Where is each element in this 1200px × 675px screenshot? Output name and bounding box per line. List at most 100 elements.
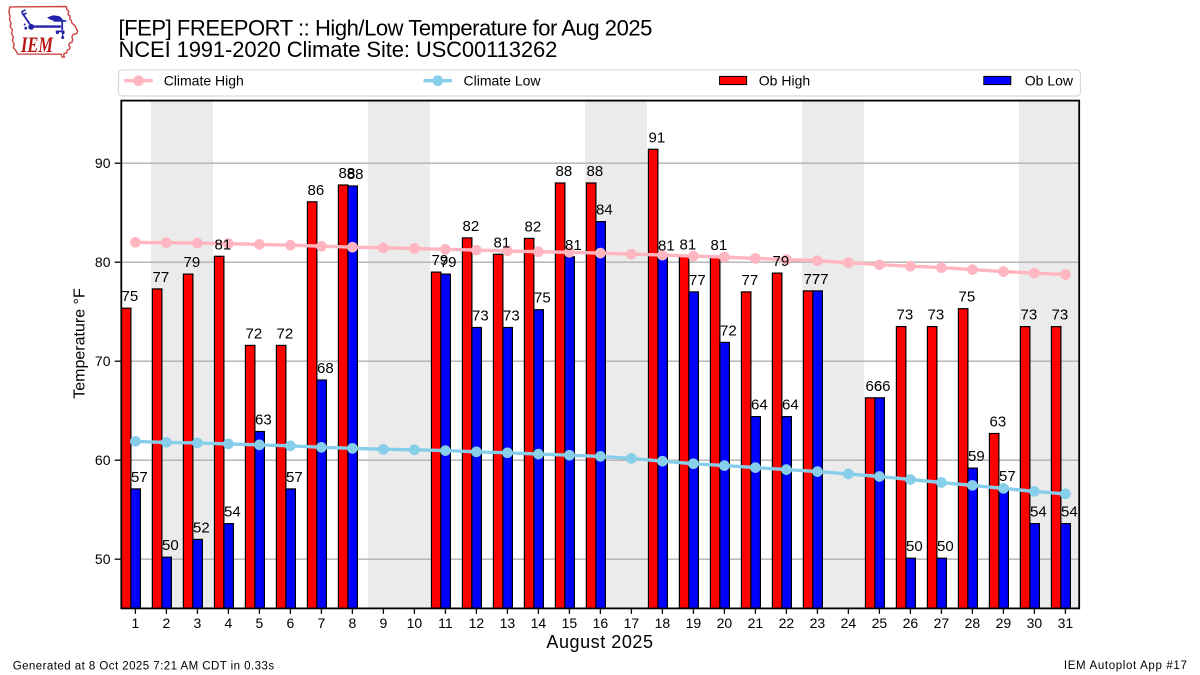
svg-text:Ob Low: Ob Low [1025, 73, 1074, 89]
svg-text:73: 73 [928, 307, 945, 324]
svg-text:11: 11 [438, 615, 453, 631]
svg-text:73: 73 [472, 308, 489, 325]
svg-text:72: 72 [246, 325, 263, 342]
svg-text:66: 66 [874, 378, 891, 395]
svg-text:54: 54 [1061, 504, 1078, 521]
svg-text:68: 68 [317, 360, 334, 377]
svg-text:21: 21 [748, 615, 764, 631]
svg-text:77: 77 [804, 271, 821, 288]
svg-text:81: 81 [680, 236, 697, 253]
svg-text:57: 57 [131, 469, 148, 486]
svg-text:54: 54 [1030, 504, 1047, 521]
svg-text:81: 81 [494, 234, 511, 251]
svg-text:77: 77 [689, 272, 706, 289]
svg-text:16: 16 [593, 615, 609, 631]
svg-text:84: 84 [596, 202, 613, 219]
svg-text:24: 24 [841, 615, 857, 631]
svg-text:Climate High: Climate High [164, 73, 244, 89]
svg-text:81: 81 [215, 236, 232, 253]
svg-text:75: 75 [959, 289, 976, 306]
svg-text:73: 73 [503, 308, 520, 325]
svg-text:88: 88 [587, 163, 604, 180]
svg-text:13: 13 [500, 615, 516, 631]
svg-text:19: 19 [686, 615, 702, 631]
svg-text:57: 57 [286, 469, 303, 486]
svg-text:63: 63 [255, 412, 272, 429]
svg-text:86: 86 [308, 182, 325, 199]
svg-text:70: 70 [95, 353, 111, 369]
svg-text:79: 79 [440, 254, 457, 271]
svg-text:23: 23 [810, 615, 826, 631]
svg-text:NCEI 1991-2020 Climate Site: U: NCEI 1991-2020 Climate Site: USC00113262 [119, 37, 558, 62]
svg-text:18: 18 [655, 615, 671, 631]
svg-text:77: 77 [742, 272, 759, 289]
svg-text:7: 7 [318, 615, 326, 631]
svg-text:64: 64 [751, 397, 768, 414]
svg-text:81: 81 [711, 237, 728, 254]
svg-text:[FEP] FREEPORT :: High/Low Tem: [FEP] FREEPORT :: High/Low Temperature f… [119, 15, 653, 40]
svg-text:66: 66 [866, 378, 883, 395]
svg-text:29: 29 [996, 615, 1012, 631]
svg-text:63: 63 [990, 414, 1007, 431]
svg-text:30: 30 [1027, 615, 1043, 631]
svg-text:3: 3 [194, 615, 202, 631]
svg-text:4: 4 [225, 615, 233, 631]
svg-text:82: 82 [463, 218, 480, 235]
svg-text:25: 25 [872, 615, 888, 631]
svg-text:50: 50 [162, 537, 179, 554]
svg-text:6: 6 [287, 615, 295, 631]
svg-text:60: 60 [95, 452, 111, 468]
svg-text:77: 77 [153, 269, 170, 286]
svg-text:1: 1 [132, 615, 140, 631]
svg-text:Generated at 8 Oct 2025 7:21 A: Generated at 8 Oct 2025 7:21 AM CDT in 0… [13, 661, 275, 673]
svg-text:50: 50 [906, 538, 923, 555]
svg-text:10: 10 [407, 615, 423, 631]
svg-text:77: 77 [812, 271, 829, 288]
svg-text:IEM Autoplot App #17: IEM Autoplot App #17 [1064, 660, 1188, 672]
svg-text:64: 64 [782, 397, 799, 414]
svg-text:2: 2 [163, 615, 171, 631]
svg-text:20: 20 [717, 615, 733, 631]
svg-text:59: 59 [968, 448, 985, 465]
svg-text:80: 80 [95, 254, 111, 270]
svg-text:57: 57 [999, 468, 1016, 485]
svg-text:90: 90 [95, 155, 111, 171]
svg-text:15: 15 [562, 615, 578, 631]
svg-text:73: 73 [1052, 307, 1069, 324]
svg-text:50: 50 [95, 551, 111, 567]
svg-text:88: 88 [339, 165, 356, 182]
svg-text:9: 9 [380, 615, 388, 631]
svg-text:Climate Low: Climate Low [464, 73, 542, 89]
svg-text:73: 73 [897, 307, 914, 324]
svg-text:91: 91 [649, 129, 666, 146]
svg-text:79: 79 [432, 252, 449, 269]
svg-text:79: 79 [184, 254, 201, 271]
svg-text:August 2025: August 2025 [546, 632, 653, 652]
svg-text:27: 27 [934, 615, 950, 631]
svg-text:Ob High: Ob High [759, 73, 810, 89]
svg-text:72: 72 [277, 325, 294, 342]
svg-text:88: 88 [556, 163, 573, 180]
svg-text:IEM: IEM [20, 32, 53, 57]
svg-text:54: 54 [224, 504, 241, 521]
svg-text:5: 5 [256, 615, 264, 631]
svg-text:17: 17 [624, 615, 640, 631]
svg-text:14: 14 [531, 615, 547, 631]
svg-text:28: 28 [965, 615, 981, 631]
svg-text:72: 72 [720, 322, 737, 339]
svg-text:82: 82 [525, 218, 542, 235]
svg-text:73: 73 [1021, 307, 1038, 324]
svg-text:Temperature °F: Temperature °F [72, 288, 89, 399]
svg-text:88: 88 [347, 166, 364, 183]
svg-text:75: 75 [534, 290, 551, 307]
svg-text:52: 52 [193, 519, 210, 536]
svg-text:81: 81 [565, 237, 582, 254]
svg-text:50: 50 [937, 538, 954, 555]
svg-text:8: 8 [349, 615, 357, 631]
svg-text:31: 31 [1058, 615, 1074, 631]
svg-text:75: 75 [122, 288, 139, 305]
svg-text:22: 22 [779, 615, 795, 631]
svg-text:12: 12 [469, 615, 485, 631]
svg-text:81: 81 [658, 238, 675, 255]
svg-text:79: 79 [773, 253, 790, 270]
